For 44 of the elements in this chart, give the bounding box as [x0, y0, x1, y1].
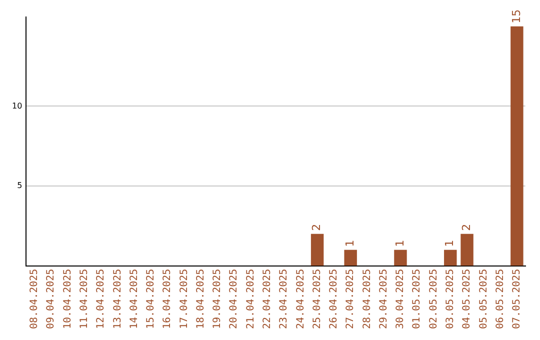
data-label: 1 — [443, 240, 456, 247]
x-tick-label: 30.04.2025 — [395, 268, 406, 330]
x-tick-label: 14.04.2025 — [128, 268, 140, 330]
x-tick-label: 12.04.2025 — [96, 268, 107, 330]
x-tick-label: 16.04.2025 — [162, 268, 174, 330]
bar — [444, 250, 457, 266]
data-label: 1 — [343, 240, 356, 247]
x-tick-label: 07.05.2025 — [512, 268, 523, 330]
x-tick-label: 19.04.2025 — [212, 268, 224, 330]
x-tick-label: 26.04.2025 — [328, 268, 340, 330]
x-tick-label: 20.04.2025 — [228, 268, 240, 330]
y-tick-label: 5 — [17, 181, 22, 190]
x-tick-label: 22.04.2025 — [262, 268, 273, 330]
bar — [510, 26, 524, 266]
bar — [344, 250, 357, 266]
x-tick-label: 02.05.2025 — [428, 268, 440, 330]
x-tick-label: 01.05.2025 — [412, 268, 423, 330]
x-tick-label: 09.04.2025 — [46, 268, 57, 330]
bar — [460, 234, 474, 266]
y-tick-label: 10 — [12, 101, 22, 110]
x-tick-label: 21.04.2025 — [245, 268, 256, 330]
x-tick-label: 05.05.2025 — [478, 268, 490, 330]
x-tick-label: 10.04.2025 — [62, 268, 74, 330]
x-tick-label: 27.04.2025 — [345, 268, 356, 330]
x-tick-label: 11.04.2025 — [79, 268, 90, 330]
x-tick-label: 25.04.2025 — [312, 268, 323, 330]
data-label: 15 — [510, 9, 523, 24]
x-tick-label: 28.04.2025 — [362, 268, 373, 330]
x-tick-label: 24.04.2025 — [295, 268, 306, 330]
x-tick-label: 04.05.2025 — [462, 268, 473, 330]
x-tick-label: 23.04.2025 — [278, 268, 290, 330]
x-tick-label: 29.04.2025 — [378, 268, 390, 330]
x-tick-label: 15.04.2025 — [146, 268, 157, 330]
x-tick-label: 03.05.2025 — [444, 268, 456, 330]
x-tick-label: 18.04.2025 — [195, 268, 206, 330]
data-label: 1 — [393, 240, 406, 247]
data-label: 2 — [310, 224, 324, 231]
bar — [310, 234, 324, 266]
x-tick-label: 13.04.2025 — [112, 268, 124, 330]
x-tick-label: 17.04.2025 — [178, 268, 190, 330]
bar — [394, 250, 407, 266]
x-tick-label: 08.04.2025 — [29, 268, 40, 330]
data-label: 2 — [460, 224, 473, 231]
x-tick-label: 06.05.2025 — [494, 268, 506, 330]
